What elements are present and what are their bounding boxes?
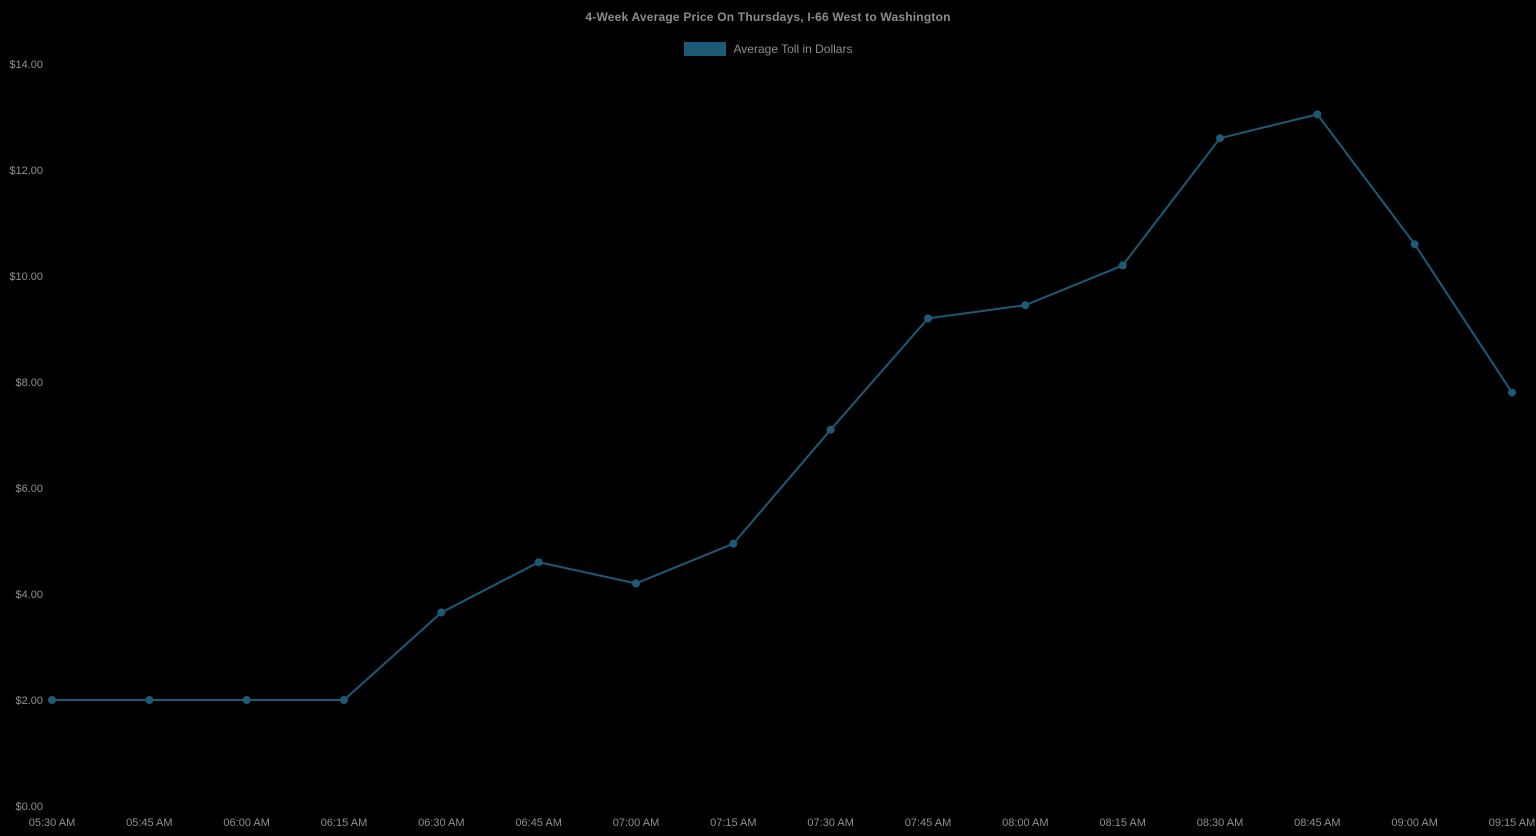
y-axis-tick-label: $8.00 [15, 377, 43, 389]
y-axis-tick-label: $2.00 [15, 695, 43, 707]
x-axis-tick-label: 09:15 AM [1489, 817, 1535, 829]
x-axis-tick-label: 09:00 AM [1391, 817, 1437, 829]
data-point[interactable] [1410, 240, 1419, 249]
x-axis-tick-label: 08:45 AM [1294, 817, 1340, 829]
data-point[interactable] [632, 579, 640, 588]
y-axis-tick-label: $14.00 [9, 59, 43, 71]
data-point[interactable] [1216, 134, 1224, 143]
x-axis-tick-label: 06:30 AM [418, 817, 464, 829]
legend-swatch[interactable] [683, 42, 726, 56]
data-point[interactable] [826, 425, 835, 434]
data-point[interactable] [1508, 388, 1516, 397]
x-axis-tick-label: 07:15 AM [710, 817, 756, 829]
data-point[interactable] [1313, 110, 1322, 119]
toll-series-line [51, 113, 1513, 701]
chart-title: 4-Week Average Price On Thursdays, I-66 … [585, 10, 951, 24]
x-axis-tick-label: 08:00 AM [1002, 817, 1048, 829]
data-point[interactable] [437, 608, 446, 617]
x-axis-tick-label: 07:45 AM [905, 817, 951, 829]
x-axis-tick-label: 05:45 AM [126, 817, 172, 829]
data-point[interactable] [924, 314, 932, 323]
data-point[interactable] [729, 539, 738, 548]
data-point[interactable] [1118, 261, 1127, 270]
y-axis-tick-label: $4.00 [15, 589, 43, 601]
y-axis-tick-label: $6.00 [15, 483, 43, 495]
data-point[interactable] [242, 696, 251, 704]
x-axis-tick-label: 07:00 AM [613, 817, 659, 829]
data-point[interactable] [340, 696, 348, 704]
x-axis-tick-label: 05:30 AM [29, 817, 75, 829]
legend-label[interactable]: Average Toll in Dollars [733, 42, 853, 56]
x-axis-tick-label: 06:00 AM [223, 817, 269, 829]
data-point[interactable] [1021, 301, 1030, 310]
x-axis-tick-label: 06:45 AM [515, 817, 561, 829]
x-axis-tick-label: 06:15 AM [321, 817, 367, 829]
y-axis-tick-label: $10.00 [9, 271, 43, 283]
legend: Average Toll in Dollars [0, 42, 1536, 56]
data-point[interactable] [48, 696, 56, 704]
data-point[interactable] [534, 558, 543, 567]
data-point[interactable] [145, 696, 154, 704]
x-axis-tick-label: 08:15 AM [1099, 817, 1145, 829]
y-axis-tick-label: $0.00 [15, 801, 43, 813]
x-axis-tick-label: 08:30 AM [1197, 817, 1243, 829]
x-axis-tick-label: 07:30 AM [807, 817, 853, 829]
y-axis-tick-label: $12.00 [9, 165, 43, 177]
